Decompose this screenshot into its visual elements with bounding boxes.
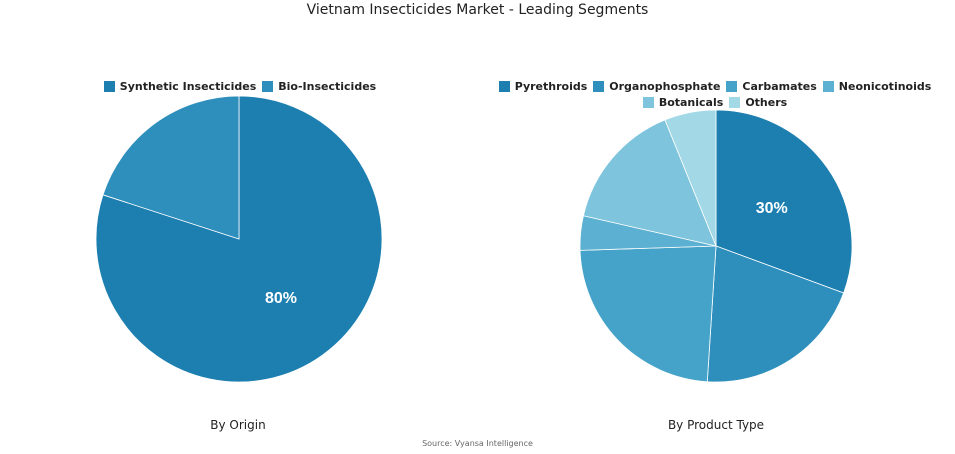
legend-label: Synthetic Insecticides [119,80,257,93]
pie-slice-botanicals [582,119,717,247]
legend-swatch [726,81,738,92]
legend-swatch [642,97,654,108]
pie-slice-pyrethroids [715,109,853,294]
legend-swatch [822,81,834,92]
legend-product-type: Pyrethroids Organophosphate Carbamates Neon… [470,80,955,109]
legend-swatch [262,81,274,92]
legend-item-neonicotinoids: Neonicotinoids [822,80,932,93]
legend-swatch [593,81,605,92]
legend-label: Others [745,96,788,109]
legend-swatch [498,81,510,92]
legend-item-bio-insecticides: Bio-Insecticides [262,80,376,93]
legend-swatch [729,97,741,108]
legend-item-botanicals: Botanicals [642,96,724,109]
legend-label: Neonicotinoids [838,80,932,93]
chart-title: Vietnam Insecticides Market - Leading Se… [306,2,649,18]
pie-slice-others [664,109,717,247]
legend-origin: Synthetic Insecticides Bio-Insecticides [60,80,420,93]
pie-product-type: 30% [579,109,853,383]
pie-slice-carbamates [579,245,717,383]
legend-item-synthetic-insecticides: Synthetic Insecticides [103,80,257,93]
data-label-pyrethroids: 30% [756,200,788,217]
legend-label: Bio-Insecticides [278,80,377,93]
subtitle-product-type: By Product Type [667,418,765,432]
legend-label: Pyrethroids [514,80,588,93]
legend-item-organophosphate: Organophosphate [593,80,720,93]
legend-label: Botanicals [658,96,724,109]
legend-item-pyrethroids: Pyrethroids [498,80,588,93]
legend-swatch [103,81,115,92]
pie-slice-bio-insecticides [102,95,240,240]
legend-label: Organophosphate [609,80,721,93]
data-label-synthetic-insecticides: 80% [265,290,297,307]
legend-label: Carbamates [742,80,817,93]
legend-item-carbamates: Carbamates [726,80,817,93]
source-note: Source: Vyansa Intelligence [422,439,533,448]
subtitle-origin: By Origin [210,418,266,432]
legend-item-others: Others [729,96,787,109]
pie-slice-organophosphate [706,245,845,383]
pie-origin: 80% [95,95,383,383]
